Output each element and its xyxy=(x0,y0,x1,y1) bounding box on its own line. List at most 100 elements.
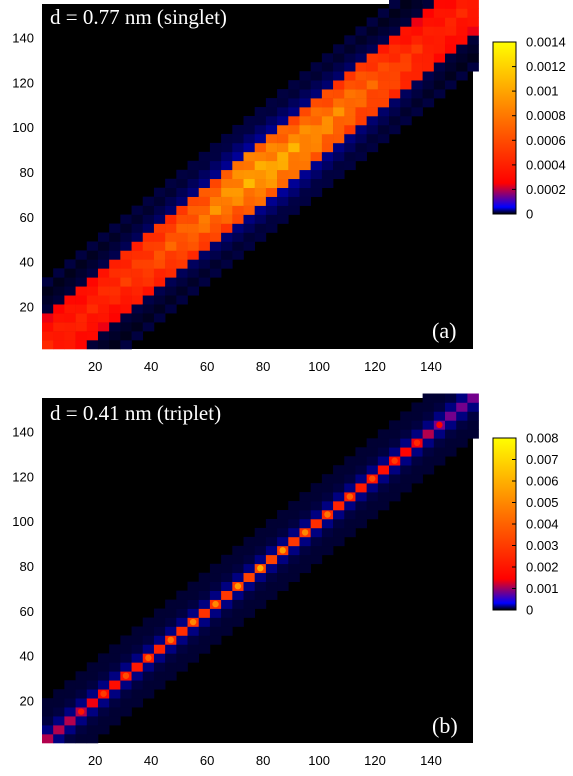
heatmap-cell xyxy=(142,277,155,287)
heatmap-cell xyxy=(389,62,401,72)
colorbar-tick-label: 0 xyxy=(526,603,533,618)
heatmap-cell xyxy=(75,259,88,269)
heatmap-cell xyxy=(176,608,188,618)
heatmap-cell xyxy=(299,187,311,197)
heatmap-cell xyxy=(344,483,356,493)
heatmap-cell xyxy=(277,563,289,574)
heatmap-cell xyxy=(377,44,390,54)
heatmap-cell xyxy=(433,71,446,81)
heatmap-cell xyxy=(64,259,76,269)
heatmap-cell xyxy=(86,340,99,350)
heatmap-cell xyxy=(422,8,435,18)
heatmap-cell xyxy=(321,169,334,180)
heatmap-cell xyxy=(389,474,401,484)
heatmap-cell xyxy=(411,456,423,466)
heatmap-cell xyxy=(198,572,211,582)
heatmap-cell xyxy=(467,420,479,430)
heatmap-cell xyxy=(53,707,65,717)
heatmap-cell xyxy=(75,689,88,699)
heatmap-cell xyxy=(165,196,177,206)
heatmap-cell xyxy=(321,545,334,556)
heatmap-cell xyxy=(176,196,188,206)
heatmap-cell xyxy=(142,662,155,672)
heatmap-cell xyxy=(411,8,423,18)
heatmap-cell xyxy=(333,116,345,126)
heatmap-cell xyxy=(153,250,166,260)
heatmap-cell xyxy=(232,545,244,556)
x-tick-label: 20 xyxy=(88,753,102,768)
heatmap-cell xyxy=(120,313,132,323)
heatmap-cell xyxy=(187,232,200,242)
heatmap-cell xyxy=(310,187,323,197)
heatmap-cell xyxy=(265,214,278,224)
heatmap-cell xyxy=(187,241,200,251)
heatmap-cell xyxy=(456,44,468,54)
heatmap-cell xyxy=(42,340,54,350)
heatmap-cell xyxy=(333,107,345,117)
y-tick-label: 80 xyxy=(20,559,34,574)
heatmap-cell xyxy=(42,313,54,323)
heatmap-cell xyxy=(254,223,267,233)
heatmap-cell xyxy=(321,483,334,493)
heatmap-cell xyxy=(467,17,479,27)
heatmap-cell xyxy=(433,89,446,99)
heatmap-cell xyxy=(299,554,311,565)
heatmap-cell xyxy=(176,599,188,609)
heatmap-cell xyxy=(310,133,323,144)
x-tick-label: 40 xyxy=(144,753,158,768)
heatmap-cell xyxy=(456,420,468,430)
heatmap-cell xyxy=(333,151,345,162)
heatmap-cell xyxy=(109,322,121,332)
heatmap-cell xyxy=(344,71,356,81)
heatmap-cell xyxy=(411,474,423,484)
heatmap-cell xyxy=(176,635,188,645)
heatmap-cell xyxy=(142,313,155,323)
heatmap-cell xyxy=(86,725,99,735)
heatmap-cell xyxy=(411,80,423,90)
heatmap-cell xyxy=(53,689,65,699)
heatmap-cell xyxy=(411,420,423,430)
heatmap-cell xyxy=(344,98,356,108)
heatmap-cell xyxy=(344,89,356,99)
y-tick-label: 100 xyxy=(12,514,34,529)
heatmap-cell xyxy=(120,259,132,269)
heatmap-cell xyxy=(131,698,144,708)
heatmap-cell xyxy=(288,169,300,180)
heatmap-cell xyxy=(243,536,255,547)
heatmap-cell xyxy=(310,80,323,90)
heatmap-cell xyxy=(288,536,300,547)
heatmap-cell xyxy=(456,411,468,421)
heatmap-cell xyxy=(187,635,200,645)
heatmap-cell xyxy=(53,340,65,350)
heatmap-cell xyxy=(377,35,390,45)
heatmap-cell xyxy=(187,599,200,609)
heatmap-cell xyxy=(321,518,334,529)
heatmap-cell xyxy=(86,689,99,699)
y-tick-label: 80 xyxy=(20,165,34,180)
heatmap-cell xyxy=(400,26,412,36)
heatmap-cell xyxy=(254,178,267,188)
heatmap-cell xyxy=(187,590,200,600)
heatmap-cell xyxy=(109,707,121,717)
heatmap-cell xyxy=(75,322,88,332)
heatmap-cell xyxy=(131,304,144,314)
heatmap-cell xyxy=(109,268,121,278)
heatmap-cell xyxy=(411,44,423,54)
heatmap-cell xyxy=(433,17,446,27)
heatmap-cell xyxy=(344,151,356,162)
heatmap-cell xyxy=(433,53,446,63)
heatmap-cell xyxy=(176,277,188,287)
heatmap-cell xyxy=(389,98,401,108)
heatmap-cell xyxy=(411,53,423,63)
heatmap-cell xyxy=(433,429,446,439)
heatmap-cell xyxy=(265,116,278,126)
heatmap-cell xyxy=(187,608,200,618)
heatmap-cell xyxy=(254,169,267,180)
heatmap-cell xyxy=(456,62,468,72)
heatmap-cell xyxy=(64,268,76,278)
heatmap-cell xyxy=(377,62,390,72)
heatmap-cell xyxy=(142,286,155,296)
heatmap-cell xyxy=(411,429,423,439)
heatmap-cell xyxy=(400,438,412,448)
heatmap-cell xyxy=(389,80,401,90)
